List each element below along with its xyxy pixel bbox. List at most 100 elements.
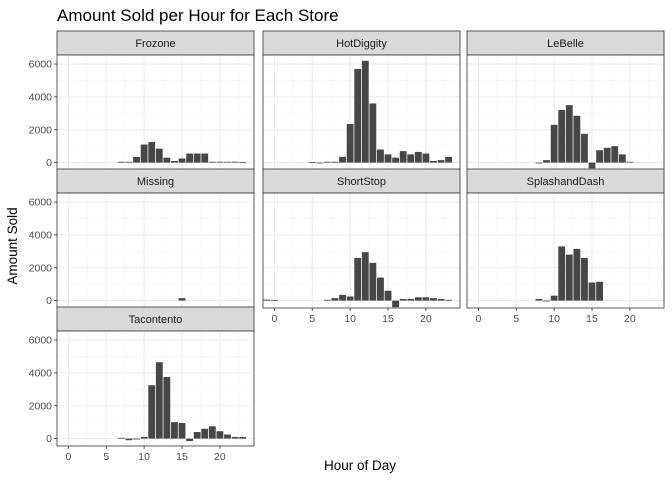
facet-label: Tacontento bbox=[129, 314, 183, 326]
bar bbox=[361, 60, 369, 163]
bar bbox=[399, 298, 407, 301]
bar bbox=[331, 298, 339, 301]
bar bbox=[588, 282, 596, 301]
facet-panel: LeBelle bbox=[466, 30, 665, 171]
bar bbox=[535, 298, 543, 301]
bar bbox=[140, 436, 148, 439]
y-tick-label: 6000 bbox=[29, 59, 53, 71]
y-axis-title: Amount Sold bbox=[5, 207, 20, 284]
bar bbox=[208, 426, 216, 439]
x-tick-label: 20 bbox=[214, 451, 226, 463]
bar bbox=[231, 161, 239, 163]
panel-background bbox=[467, 193, 664, 308]
y-tick-label: 0 bbox=[46, 157, 52, 169]
bar bbox=[445, 299, 453, 301]
facet-strip bbox=[56, 30, 255, 56]
bar bbox=[171, 422, 178, 439]
bar bbox=[186, 438, 194, 442]
bar bbox=[201, 428, 209, 439]
y-tick-label: 4000 bbox=[29, 91, 53, 103]
bar bbox=[155, 362, 163, 439]
bar bbox=[346, 296, 354, 301]
x-tick-label: 20 bbox=[420, 313, 432, 325]
bar bbox=[208, 161, 216, 163]
bar bbox=[331, 161, 339, 163]
y-tick-label: 0 bbox=[46, 433, 52, 445]
facet-panel: HotDiggity bbox=[262, 30, 461, 171]
facet-label: ShortStop bbox=[337, 176, 386, 188]
bar bbox=[550, 295, 558, 301]
facet-panel: SplashandDash 0 5 10 15 20 bbox=[466, 168, 665, 325]
y-tick-label: 4000 bbox=[29, 229, 53, 241]
y-tick-label: 4000 bbox=[29, 367, 53, 379]
bar bbox=[178, 158, 186, 163]
bar bbox=[171, 160, 178, 163]
bar bbox=[323, 161, 331, 163]
x-tick-label: 10 bbox=[344, 313, 356, 325]
y-tick-label: 2000 bbox=[29, 400, 53, 412]
y-tick-label: 2000 bbox=[29, 124, 53, 136]
facet-label: HotDiggity bbox=[336, 38, 387, 50]
facet-panel: Tacontento 0 2000 4000 6000 0 5 10 15 20 bbox=[29, 306, 255, 463]
x-tick-label: 10 bbox=[548, 313, 560, 325]
bar bbox=[565, 254, 573, 301]
bar bbox=[588, 162, 596, 169]
x-tick-label: 20 bbox=[624, 313, 636, 325]
bar bbox=[369, 262, 377, 301]
panel-background bbox=[467, 55, 664, 170]
bar bbox=[392, 157, 400, 163]
bar bbox=[445, 156, 453, 163]
bar bbox=[133, 156, 140, 163]
bar bbox=[239, 162, 247, 164]
x-axis-title: Hour of Day bbox=[324, 458, 396, 473]
bar bbox=[407, 154, 415, 163]
bar bbox=[178, 298, 186, 301]
bar bbox=[216, 431, 224, 439]
bar bbox=[193, 432, 201, 439]
bar bbox=[133, 438, 140, 440]
bar bbox=[224, 161, 231, 163]
bar bbox=[414, 151, 422, 163]
facet-label: Missing bbox=[137, 176, 174, 188]
bar bbox=[346, 124, 354, 163]
bar bbox=[354, 257, 362, 301]
x-tick-label: 0 bbox=[475, 313, 481, 325]
y-tick-label: 2000 bbox=[29, 262, 53, 274]
bar bbox=[422, 153, 430, 163]
bar bbox=[581, 133, 588, 163]
bar bbox=[148, 142, 156, 163]
bar bbox=[186, 153, 194, 163]
bar bbox=[596, 281, 604, 301]
bar bbox=[239, 436, 247, 439]
bar bbox=[392, 300, 400, 308]
panel-border bbox=[466, 192, 665, 309]
facet-panel: Frozone 0 2000 4000 6000 bbox=[29, 30, 255, 171]
bar bbox=[148, 385, 156, 439]
x-tick-label: 5 bbox=[513, 313, 519, 325]
bar bbox=[125, 438, 133, 441]
panel-background bbox=[263, 55, 460, 170]
facet-label: Frozone bbox=[135, 38, 175, 50]
bar bbox=[377, 149, 384, 163]
bar bbox=[369, 103, 377, 163]
bar bbox=[407, 298, 415, 301]
panel-background bbox=[57, 193, 254, 308]
bar bbox=[430, 298, 437, 301]
x-tick-label: 5 bbox=[309, 313, 315, 325]
bar bbox=[384, 290, 392, 301]
bar bbox=[618, 154, 626, 163]
bar bbox=[377, 277, 384, 301]
bar bbox=[155, 148, 163, 163]
bar bbox=[117, 437, 125, 439]
bar bbox=[535, 162, 543, 164]
bar bbox=[125, 161, 133, 163]
x-tick-label: 15 bbox=[176, 451, 188, 463]
chart-title: Amount Sold per Hour for Each Store bbox=[57, 6, 339, 25]
facet-strip bbox=[466, 30, 665, 56]
bar bbox=[603, 147, 611, 163]
bar bbox=[117, 161, 125, 163]
bar bbox=[163, 377, 171, 439]
bar bbox=[437, 160, 445, 163]
x-tick-label: 0 bbox=[65, 451, 71, 463]
